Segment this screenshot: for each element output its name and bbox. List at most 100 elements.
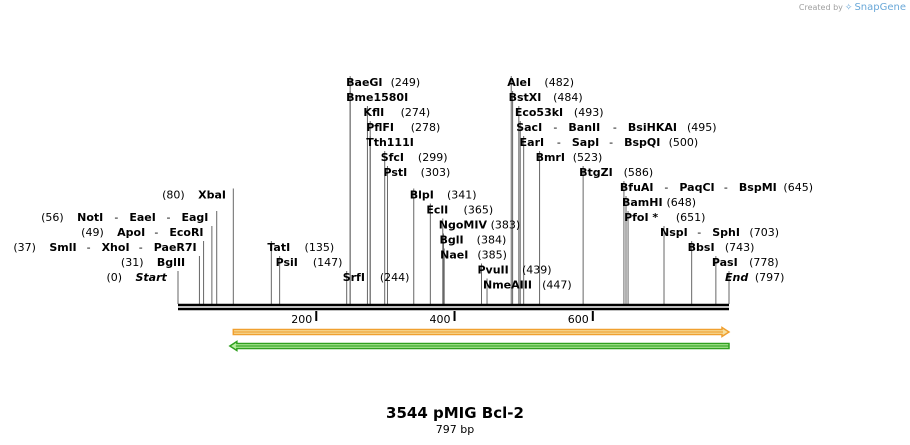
site-position: (303) [421, 166, 451, 179]
site-position: (523) [573, 151, 603, 164]
enzyme-label: PsiI [276, 256, 298, 269]
site-labels: (0) Start(31) BglII(37) SmlI - XhoI - PaeR7I(49… [13, 76, 813, 292]
enzyme-label: Eco53kI [515, 106, 563, 119]
enzyme-label: BmrI [536, 151, 565, 164]
enzyme-label: TatI [267, 241, 290, 254]
enzyme-label: XbaI [198, 189, 226, 202]
enzyme-label: Bme1580I [346, 91, 408, 104]
enzyme-label: NgoMIV [439, 219, 488, 232]
tick-label: 600 [568, 313, 589, 326]
enzyme-label: NotI [77, 211, 103, 224]
enzyme-label: Start [136, 271, 168, 284]
site-position: (797) [755, 271, 785, 284]
enzyme-label: BamHI [622, 196, 663, 209]
enzyme-label: PasI [712, 256, 738, 269]
site-position: (383) [491, 219, 521, 232]
enzyme-label: BsiHKAI [628, 121, 677, 134]
site-position: (244) [380, 271, 410, 284]
enzyme-label: PaqCI [679, 181, 714, 194]
site-position: (493) [574, 106, 604, 119]
site-position: - [613, 121, 617, 134]
snapgene-name: SnapGene [854, 2, 906, 13]
snapgene-brand: Created by ✧ SnapGene [799, 2, 906, 13]
site-position: (703) [749, 226, 779, 239]
site-position: (484) [553, 91, 583, 104]
site-position: (743) [725, 241, 755, 254]
site-position: (495) [687, 121, 717, 134]
tick-label: 200 [291, 313, 312, 326]
enzyme-label: BtgZI [579, 166, 613, 179]
site-position: (645) [783, 181, 813, 194]
sequence-length: 797 bp [435, 423, 475, 436]
enzyme-label: PaeR7I [154, 241, 197, 254]
site-position: (365) [464, 204, 494, 217]
site-position: (278) [411, 121, 441, 134]
site-position: (385) [477, 249, 507, 262]
site-position: (341) [447, 189, 477, 202]
enzyme-label: SfcI [381, 151, 404, 164]
enzyme-label: BspMI [739, 181, 777, 194]
site-position: - [664, 181, 668, 194]
tick-label: 400 [430, 313, 451, 326]
enzyme-label: BspQI [624, 136, 660, 149]
enzyme-label: SmlI [49, 241, 76, 254]
enzyme-label: BglI [439, 234, 463, 247]
site-position: (439) [522, 264, 552, 277]
site-position: - [557, 136, 561, 149]
enzyme-label: EarI [520, 136, 544, 149]
ruler-ticks: 200 400 600 [291, 311, 594, 326]
site-position: (384) [477, 234, 507, 247]
enzyme-label: EagI [182, 211, 209, 224]
enzyme-label: BfuAI [620, 181, 654, 194]
enzyme-label: ApoI [117, 226, 145, 239]
enzyme-label: BanII [568, 121, 600, 134]
site-position: - [114, 211, 118, 224]
enzyme-label: PflFI [366, 121, 394, 134]
created-by-text: Created by [798, 3, 843, 12]
enzyme-label: BlpI [410, 189, 434, 202]
site-position: - [167, 211, 171, 224]
map-title: 3544 pMIG Bcl-2 [386, 404, 524, 422]
site-position: (651) [676, 211, 706, 224]
site-position: - [609, 136, 613, 149]
site-position: - [87, 241, 91, 254]
enzyme-label: SapI [572, 136, 599, 149]
enzyme-label: BglII [157, 256, 185, 269]
enzyme-label: KflI [363, 106, 384, 119]
site-position: (0) [107, 271, 123, 284]
enzyme-label: SphI [712, 226, 740, 239]
enzyme-label: NmeAIII [483, 279, 532, 292]
enzyme-label: XhoI [102, 241, 130, 254]
site-position: - [139, 241, 143, 254]
enzyme-label: SacI [516, 121, 542, 134]
dna-backbone [178, 303, 729, 311]
enzyme-label: Tth111I [366, 136, 414, 149]
site-position: - [553, 121, 557, 134]
enzyme-label: EcoRI [169, 226, 203, 239]
enzyme-label: PvuII [477, 264, 508, 277]
site-position: (135) [305, 241, 335, 254]
site-position: (648) [666, 196, 696, 209]
site-position: (80) [162, 189, 185, 202]
site-position: - [154, 226, 158, 239]
enzyme-label: NspI [660, 226, 688, 239]
enzyme-label: BaeGI [346, 76, 382, 89]
site-position: (249) [391, 76, 421, 89]
site-position: (56) [41, 211, 64, 224]
features [228, 326, 731, 352]
site-position: (274) [401, 106, 431, 119]
site-position: - [724, 181, 728, 194]
enzyme-label: AleI [507, 76, 531, 89]
site-position: (147) [313, 256, 343, 269]
site-position: (778) [749, 256, 779, 269]
enzyme-label: NaeI [440, 249, 468, 262]
site-position: (482) [544, 76, 574, 89]
site-position: - [697, 226, 701, 239]
site-position: (49) [81, 226, 104, 239]
enzyme-label: PstI [383, 166, 407, 179]
enzyme-label: PfoI * [624, 211, 658, 224]
site-position: (586) [624, 166, 654, 179]
snapgene-logo-icon: ✧ [844, 2, 853, 13]
site-position: (37) [13, 241, 36, 254]
